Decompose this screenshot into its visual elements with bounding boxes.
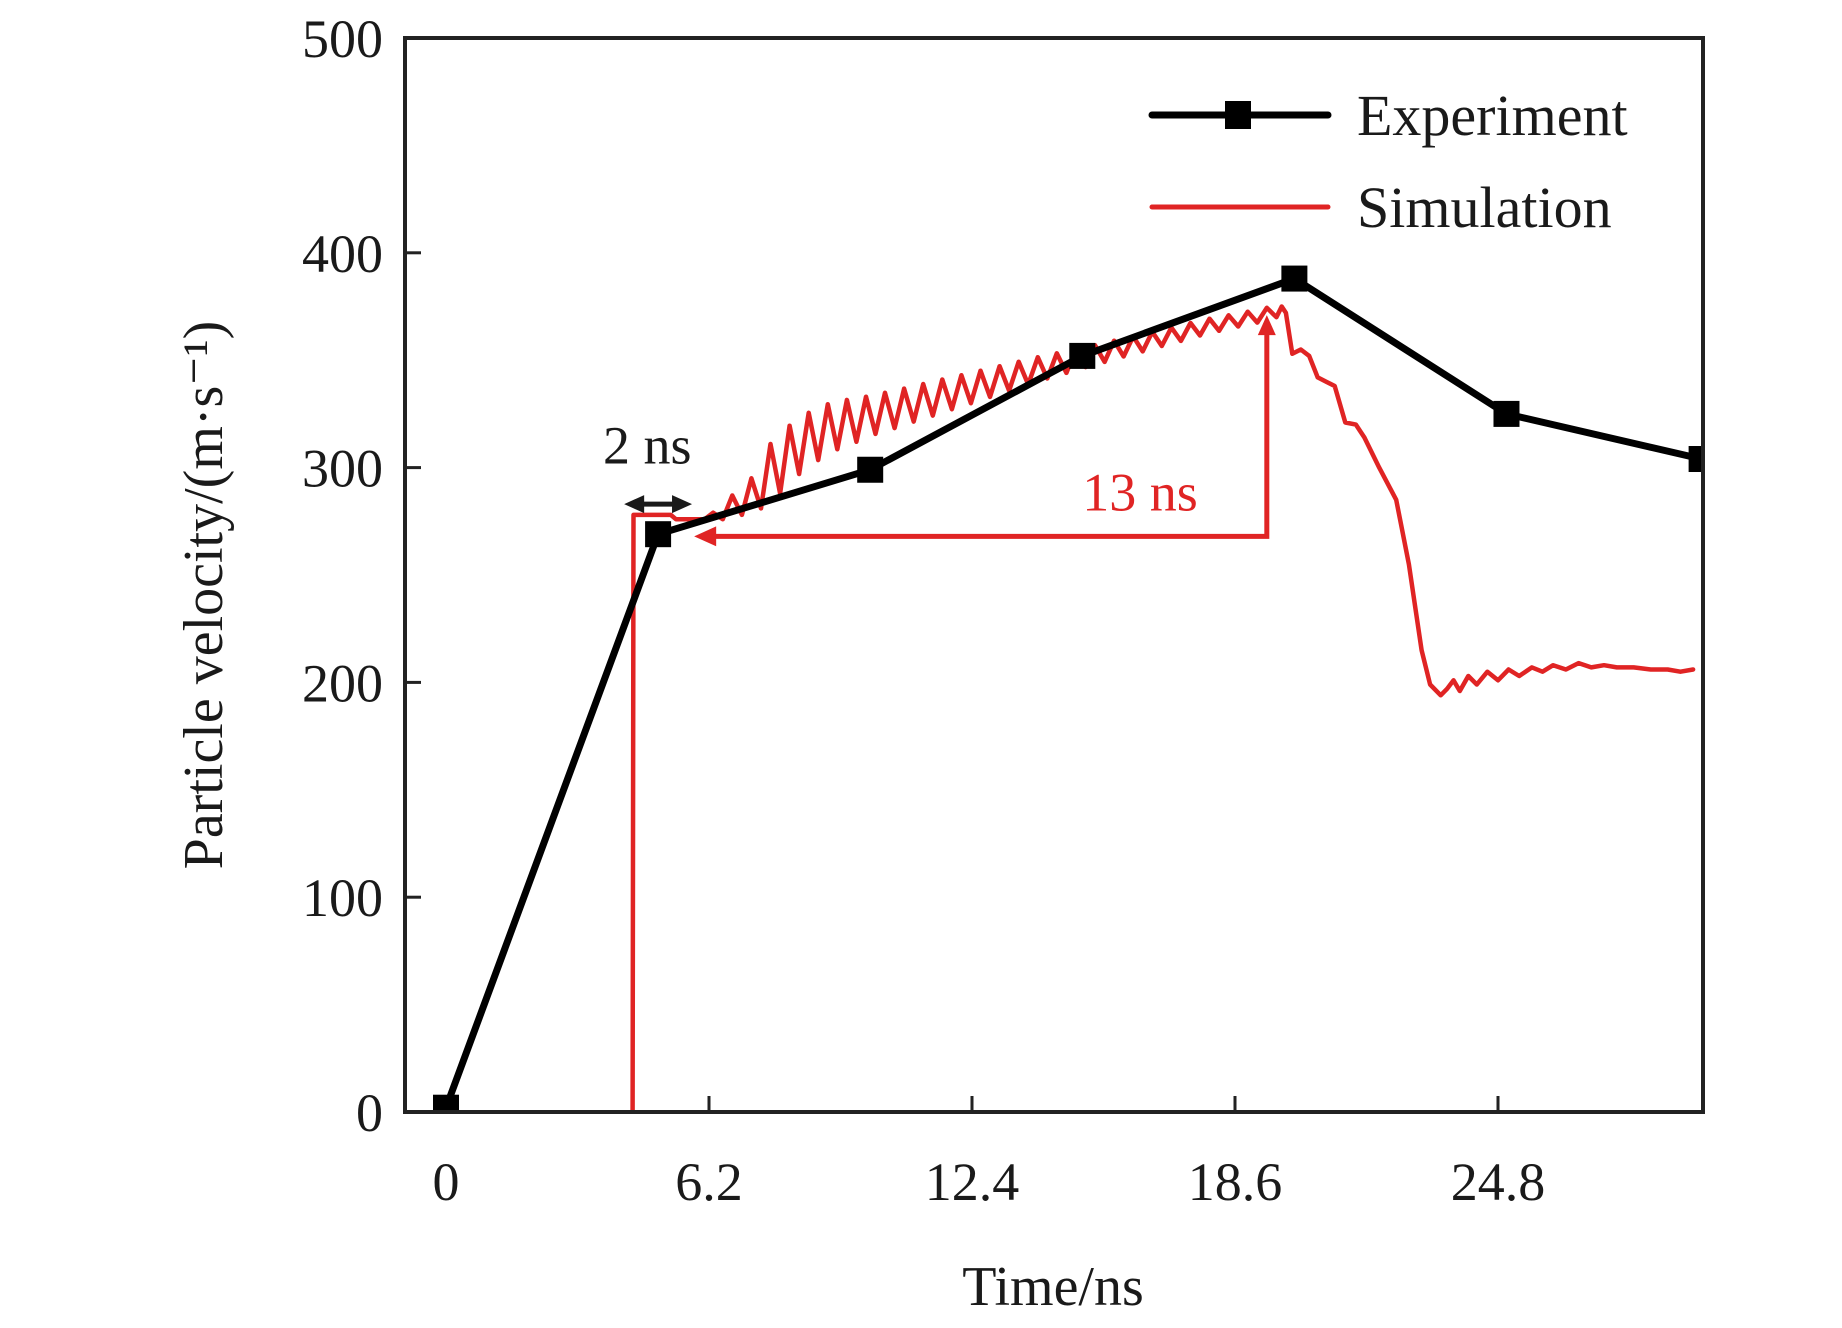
simulation-series: [630, 304, 1696, 1112]
y-tick-label: 100: [302, 868, 383, 928]
annotations: [624, 315, 1276, 547]
experiment-series: [433, 265, 1703, 1112]
experiment-point: [433, 1094, 459, 1112]
annotation-delay-2ns: [624, 495, 693, 514]
y-axis-title: Particle velocity/(m·s⁻¹): [173, 321, 235, 870]
y-tick-label: 400: [302, 224, 383, 284]
x-tick-label: 0: [433, 1152, 460, 1212]
legend-label-experiment: Experiment: [1357, 83, 1628, 148]
arrow-left-icon: [624, 495, 645, 514]
annotation-delay-13ns: [694, 315, 1276, 547]
x-axis-title: Time/ns: [962, 1256, 1144, 1318]
annotation-label: 13 ns: [1082, 463, 1198, 523]
plot-frame: [403, 36, 1705, 1114]
legend-marker-experiment: [1225, 101, 1251, 129]
arrow-right-icon: [672, 495, 693, 514]
x-tick-label: 12.4: [925, 1152, 1020, 1212]
x-tick-label: 6.2: [675, 1152, 743, 1212]
y-tick-label: 200: [302, 653, 383, 713]
experiment-point: [857, 456, 884, 483]
experiment-point: [1493, 400, 1520, 427]
legend-item-experiment: Experiment: [1148, 83, 1628, 148]
y-axis: 0 100 200 300 400 500: [302, 9, 421, 1143]
arrow-left-icon: [694, 526, 717, 547]
legend-item-simulation: Simulation: [1149, 175, 1612, 240]
experiment-point: [1688, 446, 1703, 473]
experiment-point: [1281, 265, 1308, 292]
y-tick-label: 0: [356, 1083, 383, 1143]
x-axis: 0 6.2 12.4 18.6 24.8: [433, 1096, 1546, 1212]
experiment-point: [645, 521, 672, 548]
legend: Experiment Simulation: [1148, 83, 1628, 240]
elbow-arrow-shaft: [708, 329, 1270, 539]
arrow-up-icon: [1257, 315, 1276, 336]
x-tick-label: 18.6: [1188, 1152, 1283, 1212]
plot-area: [433, 265, 1703, 1112]
legend-label-simulation: Simulation: [1357, 175, 1612, 240]
y-tick-label: 500: [302, 9, 383, 69]
experiment-point: [1069, 342, 1096, 369]
simulation-line: [630, 304, 1696, 1112]
y-tick-label: 300: [302, 439, 383, 499]
x-tick-label: 24.8: [1451, 1152, 1546, 1212]
annotation-label: 2 ns: [603, 415, 692, 475]
